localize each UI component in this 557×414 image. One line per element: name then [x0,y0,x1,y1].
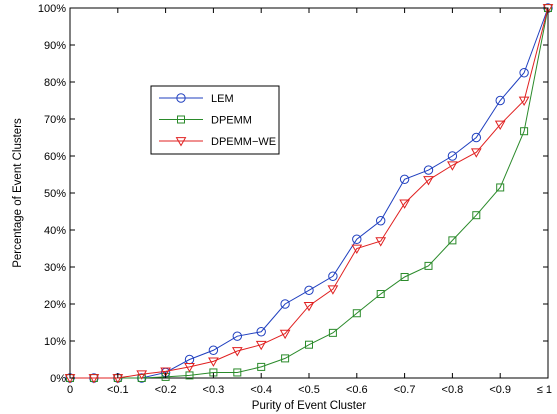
y-tick-label: 0% [50,373,66,385]
x-tick-label: <0.5 [298,384,320,396]
data-point [470,148,482,158]
x-tick-label: <0.9 [489,384,511,396]
data-point [88,374,100,384]
data-point [305,340,313,349]
y-tick-label: 80% [44,77,66,89]
series-line [70,7,549,379]
data-point [303,301,315,312]
x-tick-label: <0.6 [346,384,368,396]
y-axis-label: Percentage of Event Clusters [12,118,24,268]
ticks-layer: 0% 10% 20% 30% 40% 50% 60% 70% 80% 90% 100% 0 <0.1 <0… [38,3,552,396]
y-tick-label: 70% [44,114,66,126]
data-point [423,176,434,186]
data-point [518,96,530,107]
data-point [231,347,243,357]
data-point [496,183,505,192]
legend-label: DPEMM−WE [211,136,276,148]
y-tick-label: 90% [44,40,66,52]
data-point [399,174,410,185]
data-point [352,309,361,318]
x-tick-label: <0.4 [250,384,272,396]
y-tick-label: 10% [44,336,66,348]
x-tick-label: 0 [67,384,73,396]
data-point [495,95,505,106]
data-point [447,161,458,171]
data-point [184,363,195,373]
x-tick-label: <0.7 [394,384,416,396]
data-point [351,244,363,255]
data-point [472,211,481,220]
legend-item: LEM [159,93,234,105]
data-point [542,4,554,14]
series-3 [64,4,554,384]
data-point [136,370,148,380]
y-tick-label: 60% [44,151,66,163]
data-point [352,234,362,244]
legend-label: DPEMM [211,115,252,127]
data-point [423,165,434,175]
legend: LEM DPEMM DPEMM−WE [150,85,280,155]
data-point [208,357,219,367]
data-point [281,354,290,363]
legend-label: LEM [211,93,234,105]
data-point [375,237,387,247]
plot-area [69,7,549,379]
data-point [520,127,529,136]
y-tick-label: 40% [44,225,66,237]
data-point [257,362,266,371]
plot-frame [69,7,549,379]
series-line [70,7,549,379]
legend-item: DPEMM [159,115,252,127]
legend-item: DPEMM−WE [159,136,276,148]
legend-marker [176,93,186,103]
data-point [519,68,529,78]
series-line [70,7,549,379]
data-point [400,272,409,281]
x-tick-label: <0.8 [442,384,464,396]
data-point [160,367,171,377]
data-point [279,329,291,340]
data-point [399,199,410,209]
x-tick-label: <0.1 [107,384,129,396]
data-point [328,328,337,337]
data-point [233,368,242,377]
x-axis-label: Purity of Event Cluster [252,400,367,412]
data-point [280,299,290,309]
y-tick-label: 100% [38,3,66,15]
data-point [255,340,267,351]
y-tick-label: 30% [44,262,66,274]
series-layer [64,3,554,384]
y-tick-label: 20% [44,299,66,311]
data-point [494,120,506,131]
data-point [256,327,266,337]
legend-marker [175,137,187,147]
data-point [447,151,458,161]
data-point [304,285,314,296]
y-tick-label: 50% [44,188,66,200]
x-tick-label: ≤ 1 [537,384,552,396]
data-point [328,271,338,281]
data-point [376,216,386,226]
data-point [232,331,243,341]
data-point [208,345,219,355]
data-point [424,261,433,270]
data-point [471,132,481,143]
x-tick-label: <0.2 [155,384,177,396]
data-point [376,290,385,299]
x-tick-label: <0.3 [203,384,225,396]
data-point [327,285,339,295]
data-point [448,236,457,245]
legend-marker [177,115,185,124]
